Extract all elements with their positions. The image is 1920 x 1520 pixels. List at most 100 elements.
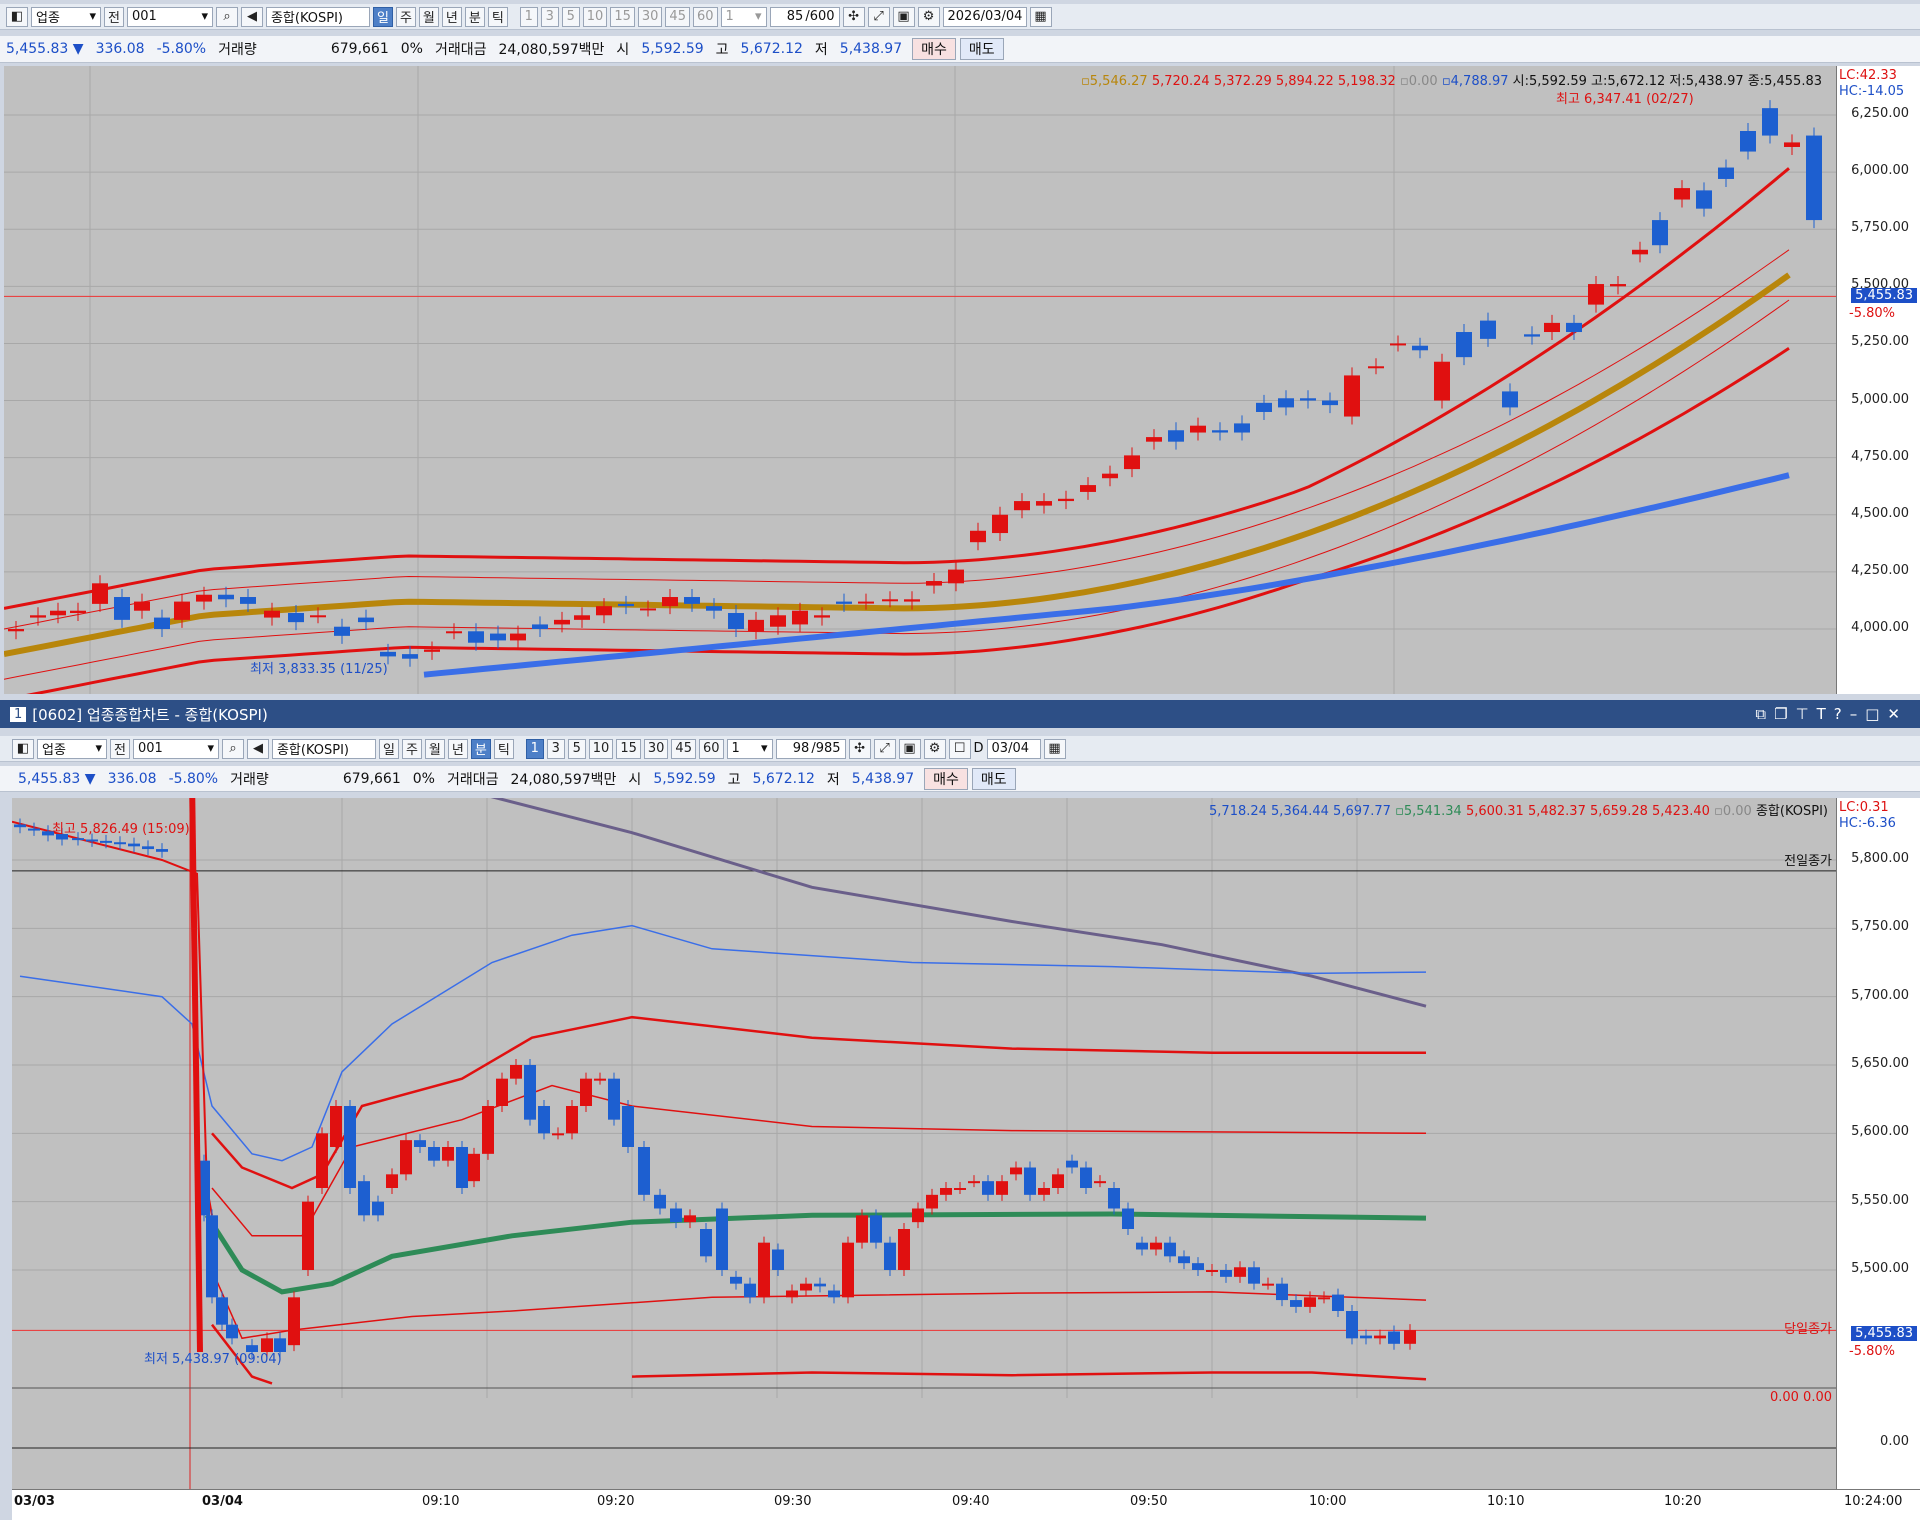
prev-button[interactable]: 전 [110,738,130,759]
candle-body [288,1297,300,1346]
candle-body [128,843,140,847]
calendar-icon[interactable]: ▦ [1043,738,1066,759]
code-value: 001 [131,9,157,24]
date-checkbox[interactable]: ☐ [948,738,971,759]
period-week-button[interactable]: 주 [395,6,416,27]
zoom-icon[interactable]: ⤢ [873,738,896,759]
period-minute-button[interactable]: 분 [470,738,491,759]
candle-body [218,594,234,600]
interval-5-button[interactable]: 5 [567,738,586,759]
gear-icon[interactable]: ⚙ [917,6,940,27]
help-icon[interactable]: ? [1833,705,1850,723]
candle-body [948,569,964,584]
interval-30-button[interactable]: 30 [637,6,663,27]
interval-15-button[interactable]: 15 [610,6,635,27]
link-icon[interactable]: ⧉ [1755,705,1775,723]
market-select[interactable]: 업종 ▾ [31,6,101,27]
date-input[interactable]: 2026/03/04 [942,6,1027,27]
candle-body [468,1153,480,1182]
interval-input[interactable]: 1 ▾ [726,738,773,759]
calendar-icon[interactable]: ▦ [1029,6,1052,27]
pin-icon[interactable]: ⊤ [1795,705,1817,723]
candle-body [814,1283,826,1287]
minute-chart-area[interactable]: 5,718.24 5,364.44 5,697.77 ▫5,541.34 5,6… [12,798,1836,1489]
interval-45-button[interactable]: 45 [671,738,696,759]
buy-button[interactable]: 매수 [924,767,968,790]
interval-45-button[interactable]: 45 [665,6,690,27]
sell-button[interactable]: 매도 [959,38,1004,60]
sound-icon[interactable]: ◀ [246,738,269,759]
candle-body [1066,1160,1078,1168]
daily-chart-area[interactable]: ▫5,546.27 5,720.24 5,372.29 5,894.22 5,1… [4,66,1836,694]
candle-body [912,1208,924,1223]
interval-60-button[interactable]: 60 [698,738,724,759]
bottom-window-titlebar[interactable]: 1 [0602] 업종종합차트 - 종합(KOSPI) ⧉❐⊤T?–□✕ [0,700,1920,728]
text-icon[interactable]: T [1816,705,1834,723]
interval-5-button[interactable]: 5 [561,6,580,27]
count-input[interactable]: 85/600 [769,6,840,27]
interval-1-button[interactable]: 1 [519,6,538,27]
interval-60-button[interactable]: 60 [692,6,718,27]
chevron-down-icon: ▾ [201,9,208,24]
gear-icon[interactable]: ⚙ [923,738,946,759]
period-week-button[interactable]: 주 [401,738,422,759]
period-tick-button[interactable]: 틱 [493,738,514,759]
window-menu-icon[interactable]: ◧ [6,6,28,27]
code-input[interactable]: 001 ▾ [126,6,213,27]
settings-icon[interactable]: ✣ [842,6,865,27]
period-year-button[interactable]: 년 [441,6,462,27]
settings-icon[interactable]: ✣ [848,738,871,759]
interval-10-button[interactable]: 10 [588,738,614,759]
period-month-button[interactable]: 월 [424,738,445,759]
save-icon[interactable]: ▣ [892,6,915,27]
candle-body [594,1078,606,1081]
interval-15-button[interactable]: 15 [616,738,641,759]
period-day-button[interactable]: 일 [372,6,393,27]
time-tick-label: 09:10 [422,1494,460,1509]
candle-body [532,624,548,629]
search-icon[interactable]: ⌕ [221,738,244,759]
candle-body [1234,1267,1246,1277]
interval-10-button[interactable]: 10 [582,6,608,27]
prev-button[interactable]: 전 [104,6,124,27]
candle-body [566,1106,578,1134]
period-day-button[interactable]: 일 [378,738,399,759]
sound-icon[interactable]: ◀ [240,6,263,27]
market-select[interactable]: 업종 ▾ [37,738,107,759]
interval-1-button[interactable]: 1 [525,738,544,759]
buy-button[interactable]: 매수 [912,38,956,60]
code-input[interactable]: 001 ▾ [132,738,219,759]
count-input[interactable]: 98/985 [775,738,846,759]
period-minute-button[interactable]: 분 [464,6,485,27]
period-month-button[interactable]: 월 [418,6,439,27]
candle-body [1304,1297,1316,1307]
interval-3-button[interactable]: 3 [546,738,565,759]
y-tick-label: 6,000.00 [1851,163,1909,179]
candle-body [1014,501,1030,511]
period-tick-button[interactable]: 틱 [487,6,508,27]
minimize-icon[interactable]: – [1849,705,1866,723]
search-icon[interactable]: ⌕ [215,6,238,27]
maximize-icon[interactable]: □ [1865,705,1888,723]
candle-body [1010,1167,1022,1175]
close-icon[interactable]: ✕ [1887,705,1908,723]
candle-body [274,1338,286,1352]
interval-input[interactable]: 1 ▾ [720,6,767,27]
zoom-icon[interactable]: ⤢ [867,6,890,27]
candle-body [114,597,130,620]
save-icon[interactable]: ▣ [898,738,921,759]
candle-body [468,631,484,643]
copy-icon[interactable]: ❐ [1774,705,1796,723]
candle-body [216,1297,228,1325]
y-tick-label: 4,250.00 [1851,562,1909,578]
interval-30-button[interactable]: 30 [643,738,669,759]
band-lower-line [26,347,1790,694]
count-value: 85 [786,9,804,24]
interval-3-button[interactable]: 3 [540,6,559,27]
candle-body [1740,130,1756,152]
date-input[interactable]: 03/04 [986,738,1041,759]
period-year-button[interactable]: 년 [447,738,468,759]
sell-button[interactable]: 매도 [971,767,1016,790]
window-menu-icon[interactable]: ◧ [12,738,34,759]
candle-body [638,1147,650,1195]
